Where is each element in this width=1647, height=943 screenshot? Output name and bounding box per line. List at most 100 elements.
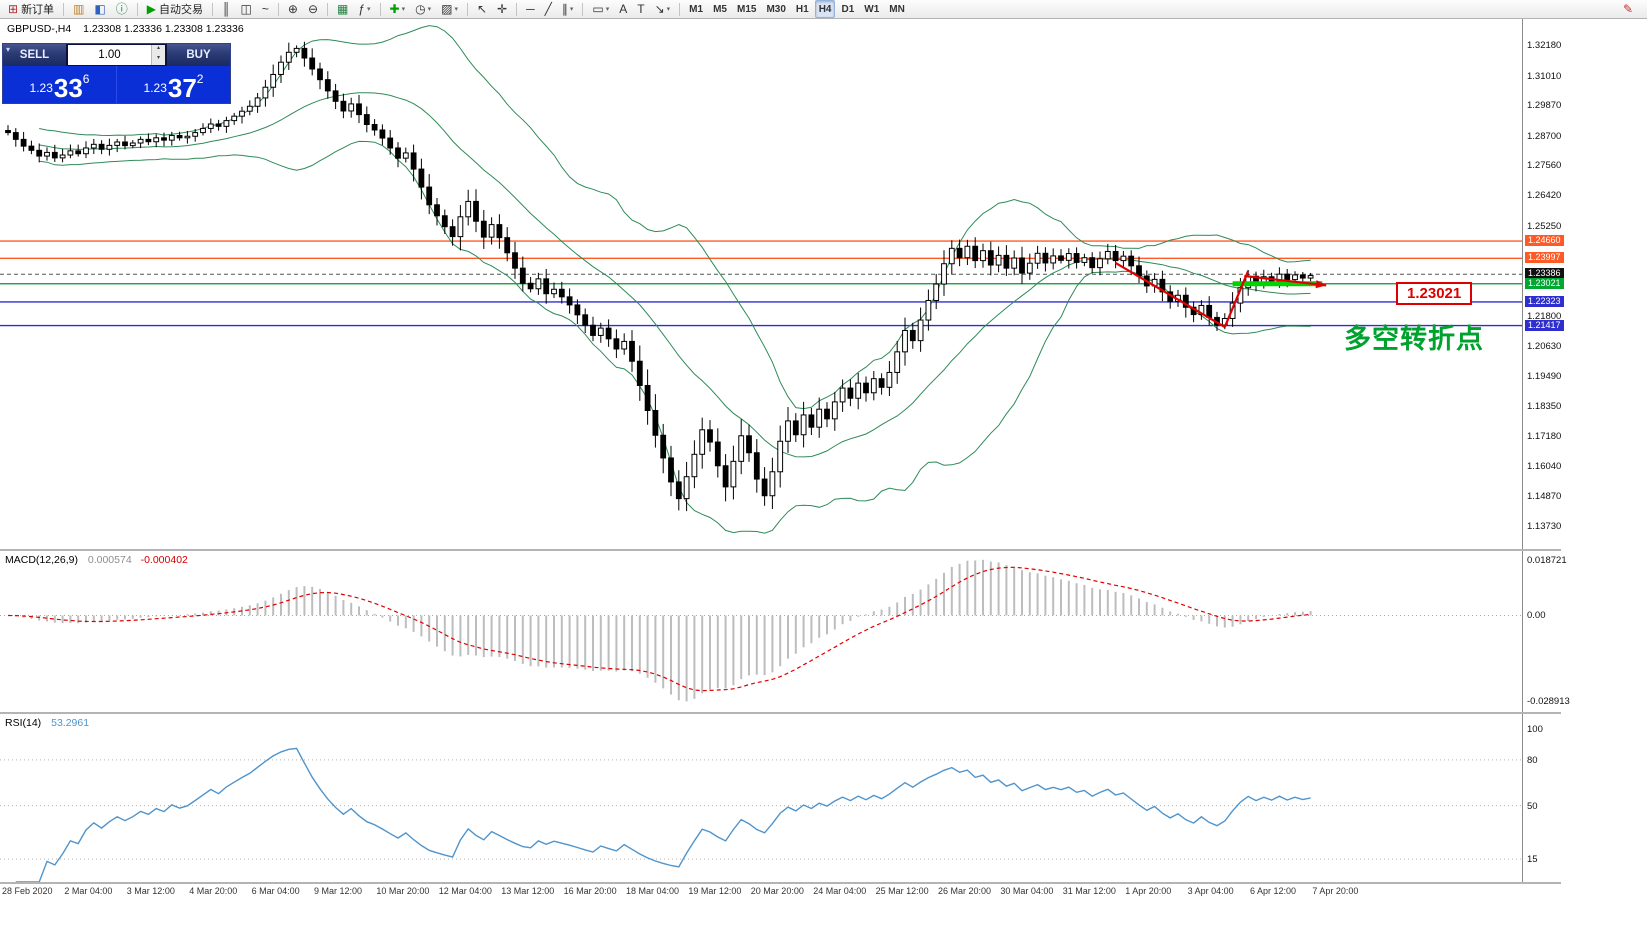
bid-prefix: 1.23 (29, 81, 53, 95)
indicators-list-button[interactable]: ƒ ▾ (354, 0, 374, 18)
add-indicator-button[interactable]: ✚ ▾ (386, 0, 410, 18)
time-axis-label: 28 Feb 2020 (2, 886, 53, 896)
timeframe-m1-label: M1 (689, 3, 704, 15)
bollinger-lower-band (39, 140, 1311, 534)
price-level-tag-1.22323: 1.22323 (1525, 295, 1564, 307)
time-axis-label: 24 Mar 04:00 (813, 886, 867, 896)
timeframe-mn[interactable]: MN (885, 0, 909, 18)
timeframe-m30[interactable]: M30 (762, 0, 789, 18)
macd-rsi-splitter[interactable] (0, 712, 1561, 714)
trendline-button[interactable]: ╱ (541, 0, 556, 18)
price-axis: 1.32180 1.31010 1.29870 1.28700 1.27560 1.264… (1525, 0, 1645, 943)
trend-arrow-segment-2[interactable] (1244, 274, 1327, 287)
bid-price[interactable]: 1.23 33 6 (3, 66, 117, 103)
rsi-indicator-canvas[interactable] (0, 714, 1522, 882)
text-button[interactable]: A (615, 0, 631, 18)
zoom-out-button-icon: ⊖ (307, 2, 318, 16)
macd-signal-line (7, 566, 1311, 692)
volume-up-icon[interactable]: ▴ (156, 45, 160, 51)
channel-button[interactable]: ∥ ▾ (558, 0, 578, 18)
new-order-button-icon: ⊞ (8, 2, 19, 16)
charts-window-button[interactable]: ▥ (69, 0, 88, 18)
horizontal-line-button-icon: ─ (526, 2, 535, 16)
shapes-button-icon: ▭ (592, 2, 604, 16)
timeframe-mn-label: MN (889, 3, 905, 15)
ohlc-values: 1.23308 1.23336 1.23308 1.23336 (83, 23, 244, 35)
timeframe-m5[interactable]: M5 (709, 0, 731, 18)
chart-ohlc-header: GBPUSD-,H4 1.23308 1.23336 1.23308 1.233… (7, 23, 244, 35)
price-axis-label: 1.32180 (1527, 40, 1562, 51)
trend-arrow-segment-0[interactable] (1115, 261, 1226, 329)
autotrading-button-icon: ▶ (146, 2, 156, 16)
price-level-tag-1.24660: 1.24660 (1525, 235, 1564, 247)
chart-macd-splitter[interactable] (0, 549, 1561, 551)
zoom-in-button[interactable]: ⊕ (284, 0, 302, 18)
market-watch-button[interactable]: ◧ (90, 0, 109, 18)
bollinger-middle-band (39, 92, 1311, 458)
price-axis-label: 1.20630 (1527, 341, 1562, 353)
rsi-timeaxis-splitter[interactable] (0, 882, 1561, 884)
zoom-out-button[interactable]: ⊖ (304, 0, 322, 18)
rsi-axis-label: 80 (1527, 754, 1538, 766)
price-axis-label: 1.18350 (1527, 400, 1562, 412)
price-annotation-box[interactable]: 1.23021 (1396, 282, 1473, 305)
shapes-button[interactable]: ▭ ▾ (588, 0, 613, 18)
horizontal-line-button[interactable]: ─ (522, 0, 539, 18)
turning-point-annotation[interactable]: 多空转折点 (1344, 324, 1484, 354)
timeframe-w1[interactable]: W1 (860, 0, 883, 18)
main-chart-canvas[interactable] (0, 19, 1522, 549)
line-chart-button[interactable]: ~ (258, 0, 273, 18)
text-label-button[interactable]: T (633, 0, 648, 18)
candlestick-series (5, 41, 1314, 512)
macd-indicator-canvas[interactable] (0, 551, 1522, 712)
arrows-button[interactable]: ↘ ▾ (651, 0, 675, 18)
grid-button[interactable]: ▦ (333, 0, 352, 18)
timeframe-h4-label: H4 (818, 3, 832, 15)
add-indicator-button-dropdown-icon[interactable]: ▾ (401, 6, 406, 13)
ask-prefix: 1.23 (143, 81, 167, 95)
macd-histogram (14, 559, 1312, 702)
volume-value[interactable]: 1.00 (98, 49, 121, 61)
time-axis-label: 26 Mar 20:00 (938, 886, 992, 896)
collapse-trade-panel-icon[interactable]: ▾ (6, 45, 11, 54)
timeframe-h1[interactable]: H1 (792, 0, 813, 18)
rsi-axis-label: 100 (1527, 724, 1543, 736)
data-window-button[interactable]: ⓘ (112, 0, 132, 18)
macd-axis-label: -0.028913 (1527, 696, 1570, 708)
volume-field[interactable]: 1.00 ▴ ▾ (67, 44, 166, 66)
volume-down-icon[interactable]: ▾ (156, 55, 160, 61)
cursor-button[interactable]: ↖ (473, 0, 491, 18)
time-axis-label: 2 Mar 04:00 (64, 886, 113, 896)
autotrading-button[interactable]: ▶ 自动交易 (143, 0, 207, 18)
price-level-tag-1.23386: 1.23386 (1525, 268, 1564, 280)
periods-button[interactable]: ◷ ▾ (411, 0, 435, 18)
new-order-button[interactable]: ⊞ 新订单 (4, 0, 58, 18)
rsi-axis-label: 15 (1527, 854, 1538, 866)
arrows-button-dropdown-icon[interactable]: ▾ (666, 6, 671, 13)
trend-arrow-segment-1[interactable] (1223, 270, 1250, 328)
time-axis: 28 Feb 2020 2 Mar 04:00 3 Mar 12:00 4 Mar 2… (0, 884, 1560, 900)
templates-button-dropdown-icon[interactable]: ▾ (454, 6, 458, 13)
symbol-period-label: GBPUSD-,H4 (7, 23, 72, 35)
indicators-list-button-dropdown-icon[interactable]: ▾ (367, 6, 371, 13)
periods-button-dropdown-icon[interactable]: ▾ (427, 6, 432, 13)
timeframe-d1[interactable]: D1 (837, 0, 858, 18)
sell-button[interactable]: SELL (3, 44, 67, 66)
shapes-button-dropdown-icon[interactable]: ▾ (605, 6, 610, 13)
candlestick-chart-button[interactable]: ◫ (237, 0, 256, 18)
crosshair-button[interactable]: ✛ (493, 0, 511, 18)
timeframe-h4[interactable]: H4 (814, 0, 836, 18)
bid-big: 33 (53, 73, 83, 103)
edit-button[interactable]: ✎ (1619, 0, 1637, 18)
buy-button[interactable]: BUY (166, 44, 230, 66)
templates-button[interactable]: ▨ ▾ (437, 0, 462, 18)
channel-button-dropdown-icon[interactable]: ▾ (569, 6, 574, 13)
timeframe-m1[interactable]: M1 (685, 0, 707, 18)
add-indicator-button-icon: ✚ (389, 2, 400, 16)
timeframe-m15[interactable]: M15 (733, 0, 760, 18)
ask-price[interactable]: 1.23 37 2 (117, 66, 230, 103)
bar-chart-button[interactable]: ║ (218, 0, 235, 18)
toolbar-separator (516, 2, 518, 16)
time-axis-label: 7 Apr 20:00 (1312, 886, 1359, 896)
volume-stepper[interactable]: ▴ ▾ (151, 45, 165, 65)
